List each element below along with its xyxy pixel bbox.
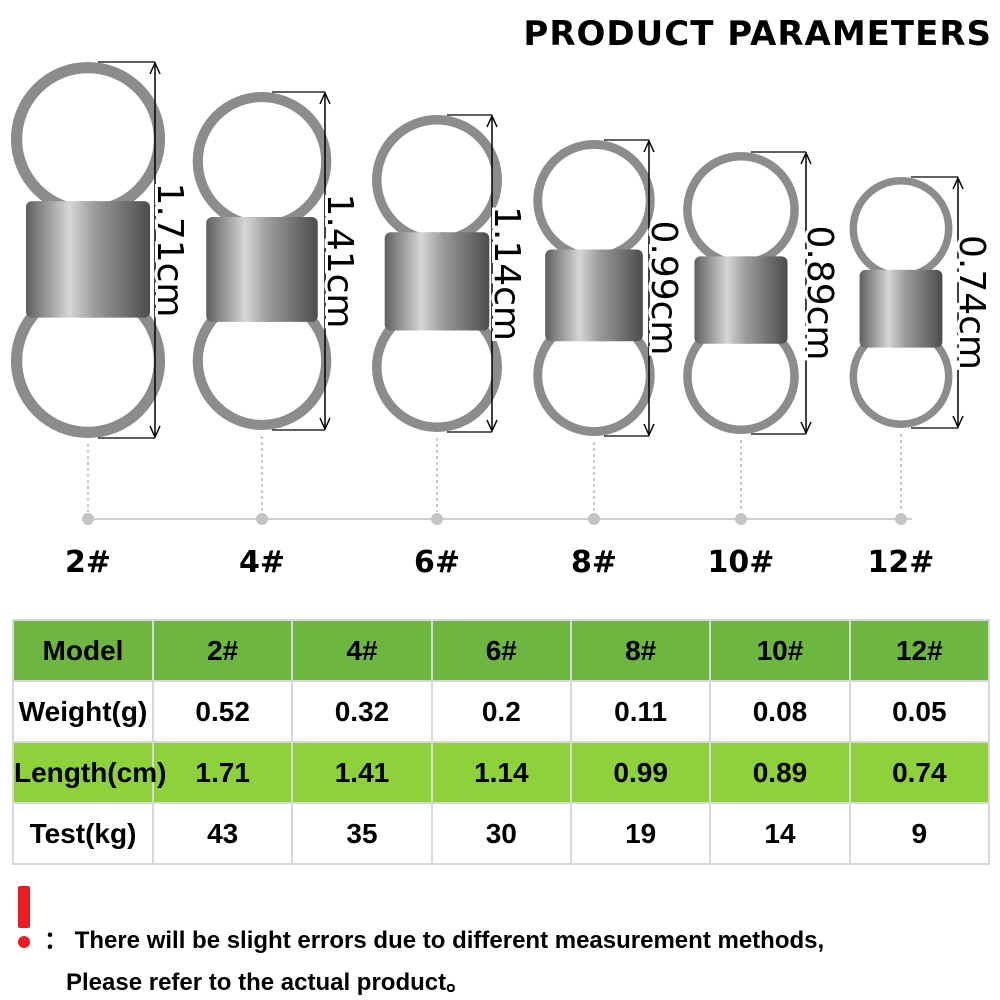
dim-arrowheads	[643, 139, 655, 437]
table-cell: 9	[848, 802, 991, 865]
swivel-barrel	[694, 256, 788, 344]
table-cell: 19	[569, 802, 712, 865]
specs-table: Model 2# 4# 6# 8# 10# 12# Weight(g) 0.52 0.32 0.2 0…	[12, 619, 991, 865]
dim-arrowheads	[319, 91, 331, 431]
dim-arrowheads	[149, 61, 161, 439]
row-header: Model	[12, 619, 154, 682]
table-cell: 4#	[291, 619, 433, 682]
swivel-4: 0.99cm 8#	[533, 139, 687, 580]
table-cell: 43	[151, 802, 294, 865]
table-cell: 8#	[569, 619, 712, 682]
length-label: 1.71cm	[149, 182, 190, 317]
table-row: Length(cm) 1.71 1.41 1.14 0.99 0.89 0.74	[12, 741, 991, 804]
rail-dot	[82, 513, 94, 525]
rail-dot	[256, 513, 268, 525]
row-header: Length(cm)	[12, 741, 166, 804]
page-title: PRODUCT PARAMETERS	[523, 14, 992, 54]
row-header: Weight(g)	[12, 680, 154, 743]
table-row: Weight(g) 0.52 0.32 0.2 0.11 0.08 0.05	[12, 680, 991, 743]
table-cell: 0.52	[151, 680, 294, 743]
length-label: 1.14cm	[486, 206, 527, 341]
table-cell: 6#	[430, 619, 572, 682]
table-cell: 0.2	[430, 680, 572, 743]
model-label: 8#	[571, 545, 617, 580]
table-cell: 0.32	[291, 680, 433, 743]
eye-ring-top	[372, 115, 502, 245]
length-label: 0.99cm	[643, 220, 684, 355]
table-cell: 10#	[709, 619, 851, 682]
eye-ring-top	[533, 139, 655, 262]
table-row: Test(kg) 43 35 30 19 14 9	[12, 802, 991, 865]
rail-dot	[895, 513, 907, 525]
table-cell: 12#	[848, 619, 991, 682]
swivel-3: 1.14cm 6#	[372, 114, 530, 580]
eye-ring-top	[683, 151, 799, 268]
table-cell: 14	[709, 802, 851, 865]
swivel-barrel	[545, 249, 643, 342]
table-cell: 2#	[151, 619, 294, 682]
dim-arrowheads	[952, 176, 964, 429]
model-label: 12#	[868, 545, 935, 580]
rail-dot	[588, 513, 600, 525]
note-line-1: ： There will be slight errors due to dif…	[44, 927, 825, 954]
table-cell: 0.05	[848, 680, 991, 743]
rail-dot	[735, 513, 747, 525]
table-cell: 35	[291, 802, 433, 865]
table-cell: 0.74	[848, 741, 991, 804]
swivel-barrel	[384, 232, 490, 331]
table-cell: 30	[430, 802, 572, 865]
table-cell: 0.99	[569, 741, 712, 804]
model-label: 4#	[239, 545, 285, 580]
dim-arrowheads	[800, 151, 812, 435]
swivel-5: 0.89cm 10#	[683, 151, 843, 580]
eye-ring-top	[192, 91, 332, 231]
model-label: 2#	[65, 545, 111, 580]
swivel-size-figure: 1.71cm 2# 1.41cm 4# 1.14cm 6# 0.99cm 8# 0.89cm 10…	[10, 61, 995, 580]
length-label: 0.74cm	[951, 235, 992, 370]
table-cell: 0.08	[709, 680, 851, 743]
row-header: Test(kg)	[12, 802, 154, 865]
swivel-barrel	[859, 269, 943, 348]
table-cell: 0.11	[569, 680, 712, 743]
swivel-6: 0.74cm 12#	[849, 176, 995, 580]
table-cell: 1.41	[291, 741, 433, 804]
dim-arrowheads	[486, 114, 498, 433]
eye-ring-top	[10, 61, 166, 217]
eye-ring-top	[849, 176, 953, 280]
table-cell: 1.71	[151, 741, 294, 804]
note-line-2: Please refer to the actual product。	[66, 969, 471, 996]
swivel-2: 1.41cm 4#	[192, 91, 363, 580]
model-label: 6#	[414, 545, 460, 580]
rail-dot	[431, 513, 443, 525]
length-label: 0.89cm	[799, 225, 840, 360]
swivel-barrel	[25, 201, 151, 318]
model-label: 10#	[708, 545, 775, 580]
table-cell: 0.89	[709, 741, 851, 804]
swivel-barrel	[206, 217, 318, 322]
table-row: Model 2# 4# 6# 8# 10# 12#	[12, 619, 991, 682]
length-label: 1.41cm	[319, 193, 360, 328]
table-cell: 1.14	[430, 741, 572, 804]
swivel-1: 1.71cm 2#	[10, 61, 193, 580]
